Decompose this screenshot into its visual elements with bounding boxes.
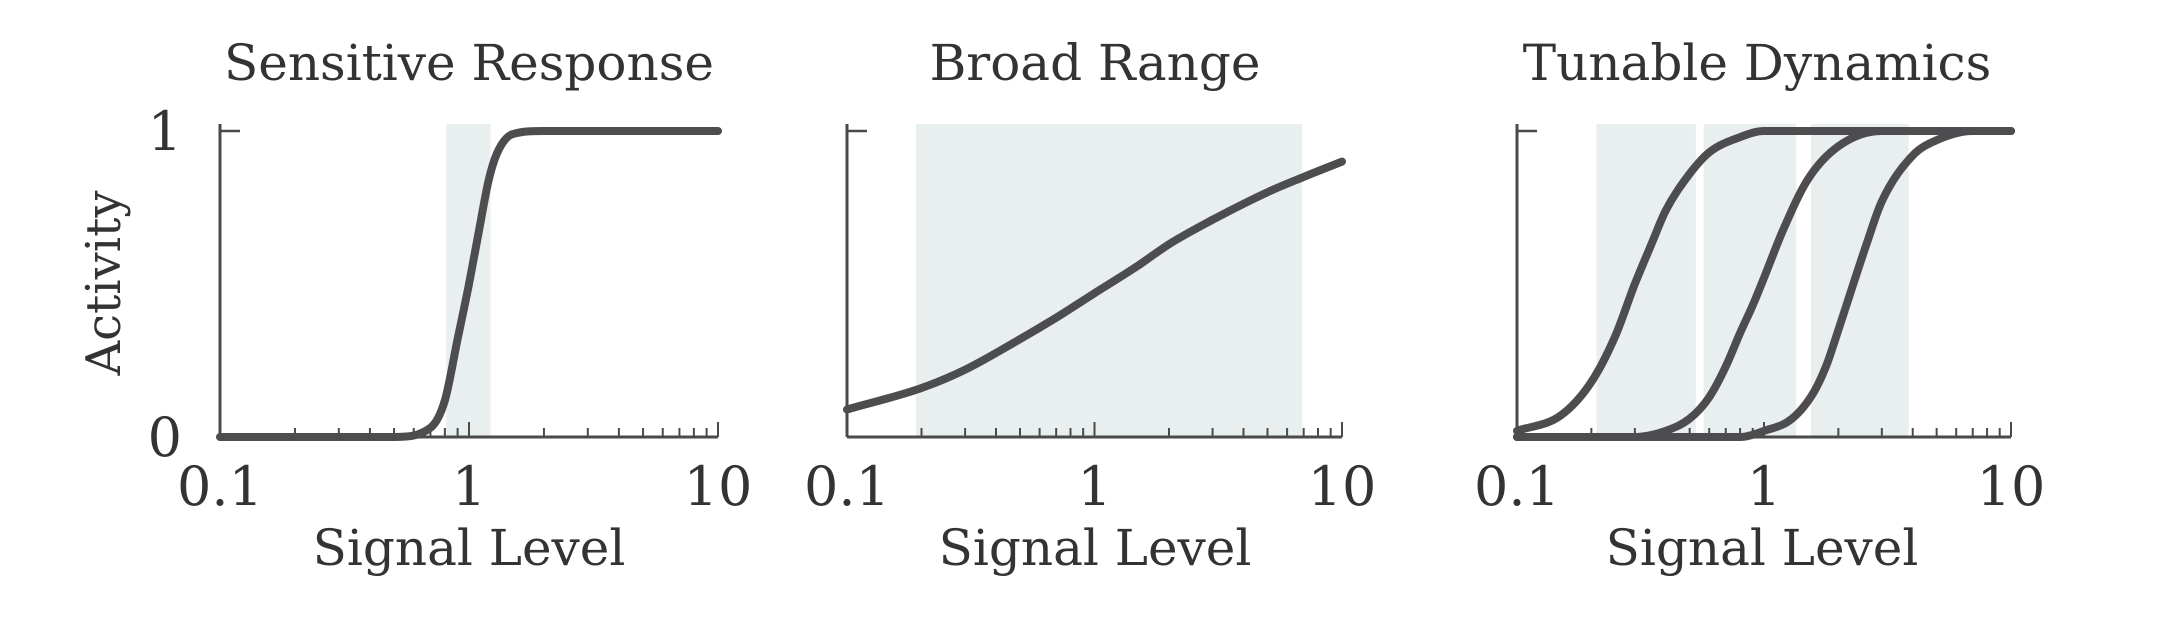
- x-tick-label: 1: [1747, 455, 1781, 518]
- x-tick-label: 0.1: [177, 455, 263, 518]
- panel-title: Broad Range: [930, 34, 1261, 92]
- panel-sensitive-response: 0 1 0.1 1 10 Sensitive Response Signal Level: [148, 34, 753, 577]
- panel-tunable-dynamics: 0.1 1 10 Tunable Dynamics Signal Level: [1474, 34, 2045, 577]
- x-axis-label: Signal Level: [313, 519, 626, 577]
- series-line: [843, 157, 1346, 414]
- x-tick-label: 1: [1077, 455, 1111, 518]
- x-tick-label: 10: [1308, 455, 1377, 518]
- panel-broad-range: 0.1 1 10 Broad Range Signal Level: [804, 34, 1376, 577]
- shaded-range: [1596, 124, 1696, 437]
- series-line: [1513, 126, 2015, 441]
- y-tick-label: 1: [148, 100, 182, 163]
- panel-title: Tunable Dynamics: [1523, 34, 1991, 92]
- shaded-range: [1811, 124, 1909, 437]
- plot-area: 0 1 0.1 1 10: [148, 100, 753, 518]
- plot-area: 0.1 1 10: [804, 124, 1376, 518]
- series-line: [1513, 126, 2015, 435]
- x-tick-label: 1: [452, 455, 486, 518]
- x-tick-label: 10: [1977, 455, 2046, 518]
- y-axis-label: Activity: [76, 190, 132, 376]
- x-axis-label: Signal Level: [939, 519, 1252, 577]
- x-tick-label: 10: [684, 455, 753, 518]
- plot-area: 0.1 1 10: [1474, 124, 2045, 518]
- panel-title: Sensitive Response: [224, 34, 714, 92]
- y-tick-label: 0: [148, 406, 182, 469]
- x-axis-label: Signal Level: [1606, 519, 1919, 577]
- x-tick-label: 0.1: [1474, 455, 1560, 518]
- series-line: [1513, 127, 2015, 442]
- x-tick-label: 0.1: [804, 455, 890, 518]
- series-line: [216, 126, 722, 442]
